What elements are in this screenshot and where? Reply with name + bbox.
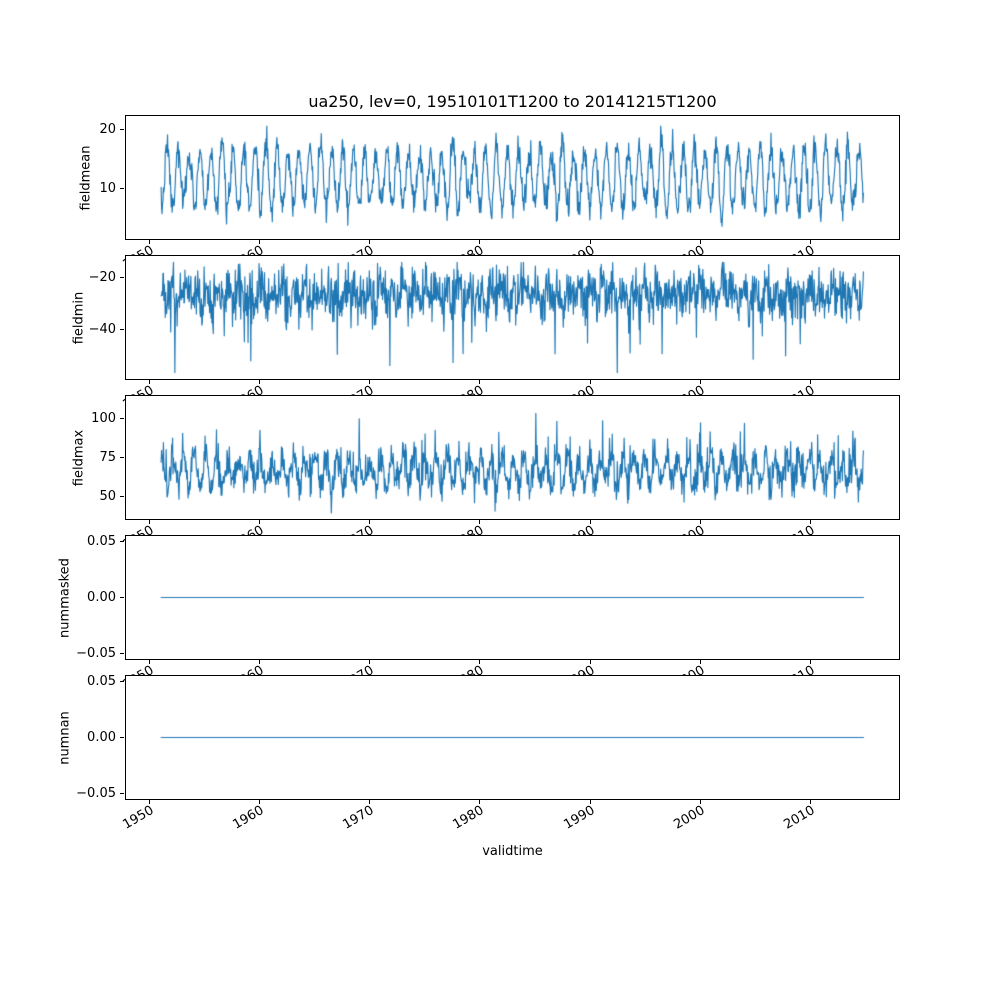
y-tick-label: 20 — [99, 122, 116, 138]
y-tick-mark — [120, 328, 124, 330]
x-tick-mark — [809, 520, 811, 524]
plot-line-canvas-fieldmin — [126, 256, 899, 379]
y-tick-label: 10 — [99, 180, 116, 196]
x-tick-mark — [369, 380, 371, 384]
axes-panel-fieldmean — [125, 115, 900, 240]
axes-panel-nummasked — [125, 535, 900, 660]
x-tick-mark — [259, 240, 261, 244]
x-tick-mark — [479, 240, 481, 244]
x-tick-label: 1990 — [560, 803, 598, 833]
x-tick-mark — [149, 520, 151, 524]
x-tick-mark — [809, 240, 811, 244]
y-tick-label: −20 — [88, 269, 116, 285]
x-tick-label: 2000 — [670, 803, 708, 833]
x-tick-mark — [369, 240, 371, 244]
x-tick-mark — [699, 800, 701, 804]
x-tick-mark — [149, 240, 151, 244]
y-tick-mark — [120, 129, 124, 131]
y-tick-mark — [120, 793, 124, 795]
x-tick-mark — [259, 380, 261, 384]
y-tick-mark — [120, 540, 124, 542]
plot-line-canvas-nummasked — [126, 536, 899, 659]
y-tick-mark — [120, 276, 124, 278]
x-tick-label: 1970 — [340, 803, 377, 833]
x-tick-mark — [479, 520, 481, 524]
y-tick-label: −0.05 — [76, 646, 116, 662]
y-tick-label: −0.05 — [76, 786, 116, 802]
x-tick-mark — [149, 660, 151, 664]
x-tick-mark — [479, 380, 481, 384]
x-tick-mark — [259, 800, 261, 804]
x-tick-mark — [149, 380, 151, 384]
y-tick-mark — [120, 495, 124, 497]
y-tick-mark — [120, 597, 124, 598]
x-tick-mark — [589, 240, 591, 244]
x-tick-mark — [699, 660, 701, 664]
x-tick-mark — [809, 800, 811, 804]
y-tick-mark — [120, 737, 124, 738]
x-tick-mark — [369, 800, 371, 804]
x-tick-label: 1950 — [120, 803, 157, 833]
y-tick-mark — [120, 653, 124, 655]
y-tick-label: −40 — [88, 321, 116, 337]
plot-line-canvas-fieldmax — [126, 396, 899, 519]
x-tick-mark — [479, 660, 481, 664]
y-tick-mark — [120, 680, 124, 682]
y-tick-label: 0.00 — [87, 590, 116, 605]
x-tick-mark — [589, 380, 591, 384]
axes-panel-numnan — [125, 675, 900, 800]
y-axis-label-fieldmean: fieldmean — [78, 145, 94, 210]
y-tick-mark — [120, 187, 124, 189]
y-tick-mark — [120, 418, 124, 420]
x-tick-mark — [589, 660, 591, 664]
x-tick-mark — [149, 800, 151, 804]
axes-panel-fieldmax — [125, 395, 900, 520]
x-tick-mark — [259, 520, 261, 524]
x-tick-mark — [369, 520, 371, 524]
x-tick-mark — [699, 240, 701, 244]
y-tick-label: 0.05 — [87, 533, 116, 549]
axes-panel-fieldmin — [125, 255, 900, 380]
y-tick-label: 75 — [99, 450, 116, 465]
y-tick-label: 50 — [99, 488, 116, 504]
x-tick-label: 1980 — [450, 803, 487, 833]
y-tick-mark — [120, 457, 124, 458]
x-tick-mark — [259, 660, 261, 664]
x-tick-mark — [699, 380, 701, 384]
x-tick-mark — [809, 380, 811, 384]
x-tick-mark — [589, 520, 591, 524]
x-axis-label: validtime — [482, 844, 543, 859]
y-tick-label: 100 — [91, 411, 116, 427]
y-tick-label: 0.00 — [87, 730, 116, 745]
x-tick-mark — [589, 800, 591, 804]
x-tick-label: 2010 — [781, 803, 818, 833]
x-tick-mark — [369, 660, 371, 664]
plot-line-canvas-numnan — [126, 676, 899, 799]
figure-title: ua250, lev=0, 19510101T1200 to 20141215T… — [308, 92, 717, 111]
x-tick-mark — [699, 520, 701, 524]
x-tick-label: 1960 — [230, 803, 267, 833]
plot-line-canvas-fieldmean — [126, 116, 899, 239]
x-tick-mark — [809, 660, 811, 664]
y-tick-label: 0.05 — [87, 673, 116, 689]
x-tick-mark — [479, 800, 481, 804]
